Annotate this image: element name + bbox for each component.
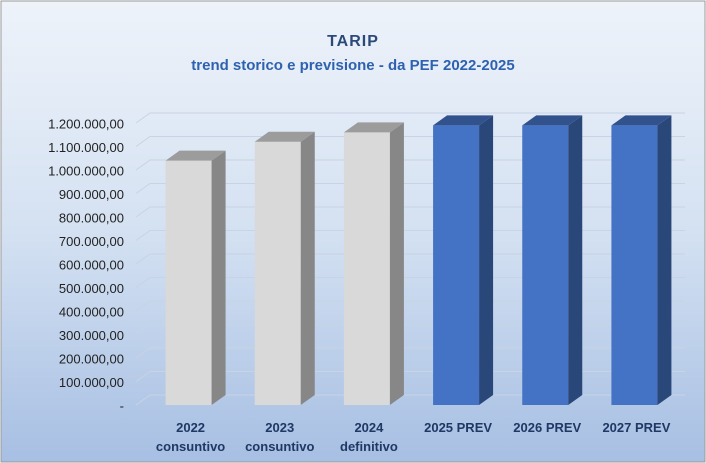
y-tick-label: 600.000,00 bbox=[59, 257, 124, 272]
bar bbox=[165, 150, 226, 405]
x-tick-label: 2027 PREV bbox=[602, 420, 671, 435]
y-tick-label: 700.000,00 bbox=[59, 234, 124, 249]
y-tick-label: 800.000,00 bbox=[59, 210, 124, 225]
y-tick-label: 400.000,00 bbox=[59, 304, 124, 319]
grid-line bbox=[135, 300, 685, 312]
grid-line bbox=[135, 253, 685, 265]
bar-front bbox=[611, 125, 658, 405]
bar-side bbox=[479, 115, 494, 405]
grid-line bbox=[135, 230, 685, 241]
bar bbox=[522, 115, 583, 405]
bar bbox=[343, 122, 404, 406]
y-tick-label: 1.100.000,00 bbox=[48, 140, 124, 155]
y-tick-label: 300.000,00 bbox=[59, 328, 124, 343]
grid-line bbox=[135, 371, 685, 382]
bar-front bbox=[165, 160, 212, 405]
bar-front bbox=[433, 125, 480, 405]
bar-front bbox=[522, 125, 569, 405]
bar-front bbox=[254, 141, 301, 406]
grid-line bbox=[135, 112, 685, 124]
grid-line bbox=[135, 394, 685, 406]
grid-line bbox=[135, 159, 685, 171]
y-tick-label: 1.200.000,00 bbox=[48, 116, 124, 131]
grid-line bbox=[135, 324, 685, 335]
x-tick-label: 2023 consuntivo bbox=[245, 420, 315, 454]
x-tick-label: 2024 definitivo bbox=[340, 420, 398, 454]
bar-side bbox=[389, 122, 404, 406]
bar-top bbox=[254, 131, 315, 142]
bar bbox=[433, 115, 494, 405]
bar-top bbox=[433, 115, 494, 126]
grid-line bbox=[135, 136, 685, 147]
y-tick-label: 200.000,00 bbox=[59, 351, 124, 366]
x-tick-label: 2022 consuntivo bbox=[155, 420, 226, 454]
x-tick-label: 2026 PREV bbox=[513, 420, 582, 435]
bar bbox=[611, 115, 672, 405]
bar-top bbox=[522, 115, 583, 126]
x-tick-label: 2025 PREV bbox=[424, 420, 493, 435]
bar bbox=[254, 131, 315, 406]
bar-side bbox=[300, 131, 315, 406]
chart-title: TARIP bbox=[327, 33, 379, 50]
bar-front bbox=[343, 132, 390, 405]
y-tick-label: 500.000,00 bbox=[59, 281, 124, 296]
grid-line bbox=[135, 206, 685, 218]
y-tick-label: 100.000,00 bbox=[59, 375, 124, 390]
y-tick-label: - bbox=[120, 398, 124, 413]
bar-top bbox=[343, 122, 404, 133]
bar-side bbox=[657, 115, 672, 405]
bar-top bbox=[165, 150, 226, 161]
y-tick-label: 1.000.000,00 bbox=[48, 163, 124, 178]
chart-subtitle: trend storico e previsione - da PEF 2022… bbox=[191, 57, 514, 74]
bar-top bbox=[611, 115, 672, 126]
y-tick-label: 900.000,00 bbox=[59, 187, 124, 202]
grid-line bbox=[135, 347, 685, 359]
grid-line bbox=[135, 277, 685, 288]
bar-side bbox=[568, 115, 583, 405]
bar-side bbox=[211, 150, 226, 405]
grid-line bbox=[135, 183, 685, 194]
